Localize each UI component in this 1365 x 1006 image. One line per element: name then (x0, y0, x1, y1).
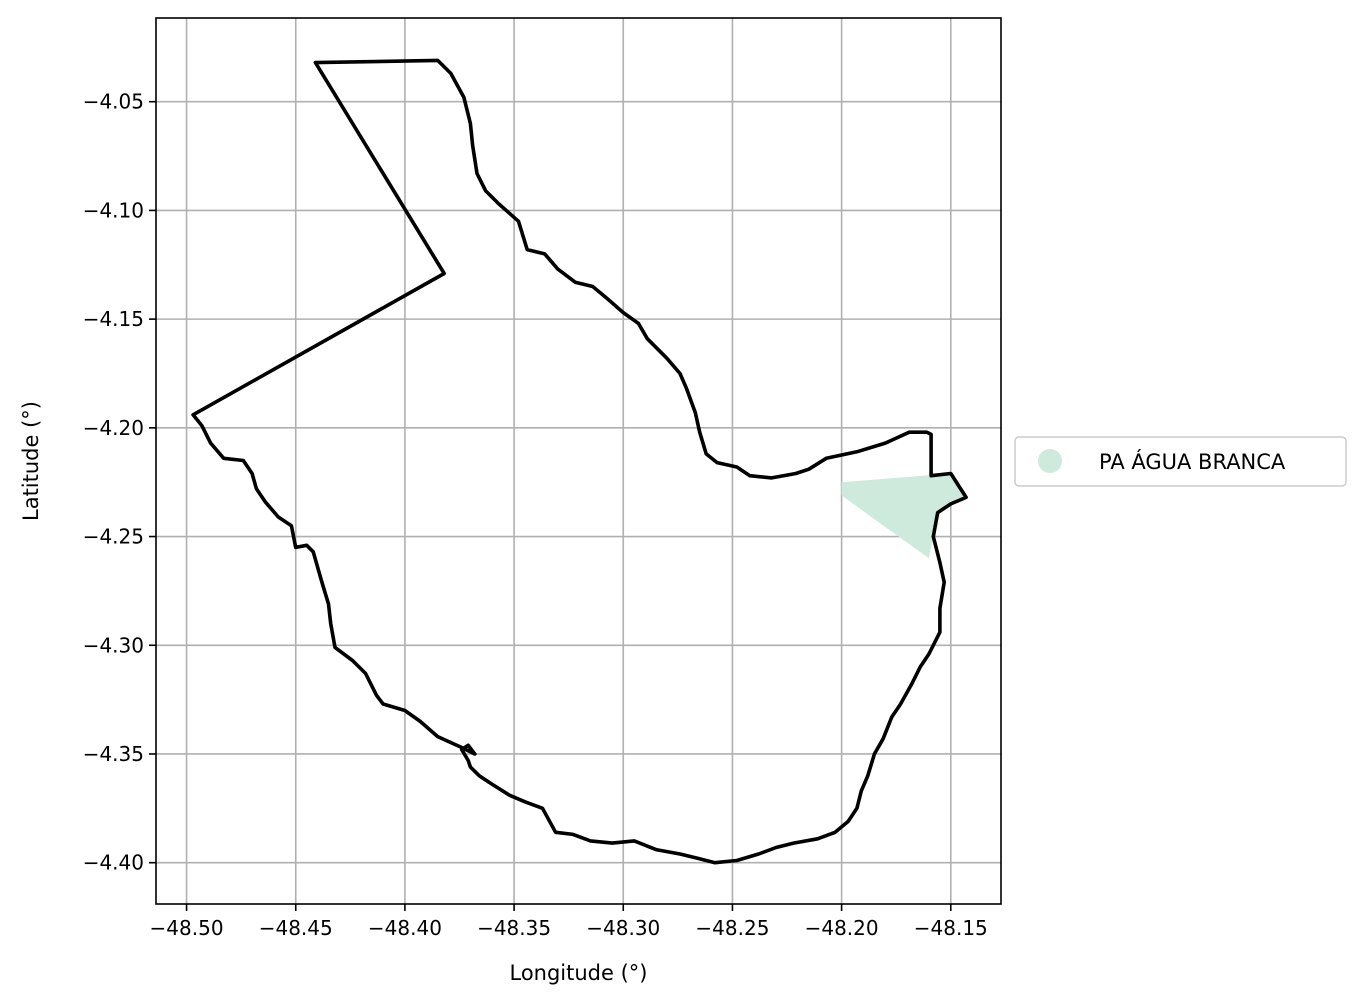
x-tick-label: −48.35 (477, 916, 551, 940)
municipality-boundary (191, 58, 968, 865)
y-tick-label: −4.40 (83, 851, 144, 875)
x-tick-label: −48.15 (914, 916, 988, 940)
y-tick-label: −4.05 (83, 90, 144, 114)
y-tick-label: −4.20 (83, 416, 144, 440)
boundary-layer (191, 58, 968, 865)
x-axis-label: Longitude (°) (509, 961, 647, 985)
x-tick-label: −48.30 (586, 916, 660, 940)
x-axis-ticks: −48.50 −48.45 −48.40 −48.35 −48.30 −48.25 −48.… (150, 904, 988, 940)
x-tick-label: −48.25 (695, 916, 769, 940)
area-layer (841, 473, 967, 559)
area-pa-agua-branca (841, 473, 967, 559)
legend-box (1014, 436, 1347, 487)
x-tick-label: −48.45 (259, 916, 333, 940)
y-tick-label: −4.35 (83, 742, 144, 766)
y-tick-label: −4.15 (83, 307, 144, 331)
legend-marker (1038, 449, 1062, 473)
legend-entry-label: PA ÁGUA BRANCA (1099, 449, 1286, 474)
plot-frame (155, 17, 1002, 905)
y-tick-label: −4.10 (83, 198, 144, 222)
grid (156, 18, 1001, 904)
y-tick-label: −4.30 (83, 633, 144, 657)
x-tick-label: −48.50 (150, 916, 224, 940)
x-tick-label: −48.20 (805, 916, 879, 940)
legend: PA ÁGUA BRANCA (1014, 436, 1347, 487)
y-tick-label: −4.25 (83, 525, 144, 549)
x-tick-label: −48.40 (368, 916, 442, 940)
y-axis-ticks: −4.05 −4.10 −4.15 −4.20 −4.25 −4.30 −4.35 −4.40 (83, 90, 156, 875)
y-axis-label: Latitude (°) (19, 401, 43, 521)
